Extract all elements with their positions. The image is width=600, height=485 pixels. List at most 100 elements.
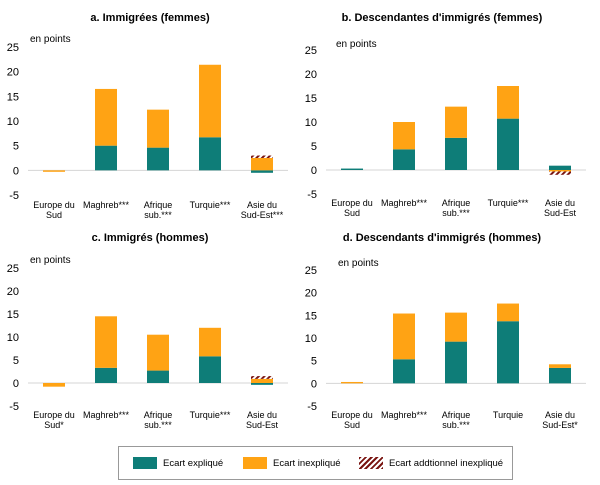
- bar-inexplique: [95, 316, 117, 368]
- y-tick-label: 20: [7, 67, 19, 79]
- legend-swatch-additionnel: [359, 457, 383, 469]
- y-tick-label: 0: [13, 165, 19, 177]
- bar-inexplique: [497, 303, 519, 322]
- bar-explique: [549, 367, 571, 384]
- bar-additionnel: [251, 155, 273, 158]
- bar-additionnel: [251, 376, 273, 379]
- y-tick-label: 25: [305, 265, 317, 277]
- bar-inexplique: [445, 106, 467, 138]
- chart-title: c. Immigrés (hommes): [92, 232, 209, 244]
- x-tick-label: Asie du Sud-Est: [246, 410, 279, 430]
- bar-explique: [341, 168, 363, 170]
- legend-label-inexplique: Ecart inexpliqué: [273, 457, 341, 469]
- y-tick-label: 25: [7, 42, 19, 54]
- y-tick-label: 20: [305, 69, 317, 81]
- bar-inexplique: [251, 378, 273, 383]
- y-tick-label: 15: [7, 91, 19, 103]
- legend: Ecart expliqué Ecart inexpliqué Ecart ad…: [118, 446, 513, 480]
- bar-explique: [393, 359, 415, 384]
- x-tick-label: Afrique sub.***: [442, 410, 471, 430]
- legend-item-additionnel: Ecart addtionnel inexpliqué: [359, 456, 503, 470]
- bar-inexplique: [549, 170, 571, 172]
- x-tick-label: Afrique sub.***: [442, 198, 471, 218]
- bar-explique: [393, 149, 415, 170]
- legend-label-explique: Ecart expliqué: [163, 457, 224, 469]
- y-tick-label: 15: [305, 310, 317, 322]
- bar-additionnel: [549, 171, 571, 175]
- chart-panel-2: c. Immigrés (hommes) en points -5 0 5 10 15 20 2…: [7, 232, 288, 430]
- x-tick-label: Maghreb***: [83, 200, 130, 210]
- y-axis-label: en points: [336, 39, 377, 50]
- x-tick-label: Europe du Sud: [331, 410, 373, 430]
- bar-inexplique: [445, 312, 467, 342]
- y-tick-label: 5: [311, 141, 317, 153]
- y-tick-label: 15: [305, 93, 317, 105]
- bar-inexplique: [147, 109, 169, 148]
- y-tick-label: 10: [305, 333, 317, 345]
- bar-explique: [95, 145, 117, 171]
- y-tick-label: 5: [13, 355, 19, 367]
- bar-explique: [147, 370, 169, 383]
- y-axis-label: en points: [30, 34, 71, 45]
- y-tick-label: 10: [305, 117, 317, 129]
- bar-explique: [147, 147, 169, 171]
- x-tick-label: Maghreb***: [381, 410, 428, 420]
- y-tick-label: 25: [305, 45, 317, 57]
- y-tick-label: 0: [311, 165, 317, 177]
- charts-canvas: a. Immigrées (femmes) en points -5 0 5 10 15 20…: [7, 12, 586, 430]
- bar-inexplique: [497, 86, 519, 119]
- y-tick-label: -5: [9, 190, 19, 202]
- x-tick-label: Turquie: [493, 410, 523, 420]
- bar-explique: [445, 137, 467, 170]
- y-tick-label: 20: [7, 286, 19, 298]
- bar-inexplique: [43, 383, 65, 387]
- x-tick-label: Afrique sub.***: [144, 200, 173, 220]
- y-axis-label: en points: [338, 258, 379, 269]
- x-tick-label: Europe du Sud: [331, 198, 373, 218]
- y-tick-label: 25: [7, 263, 19, 275]
- y-tick-label: -5: [9, 401, 19, 413]
- x-tick-label: Turquie***: [190, 200, 231, 210]
- bar-inexplique: [199, 327, 221, 357]
- chart-panel-1: b. Descendantes d'immigrés (femmes) en po…: [305, 12, 586, 218]
- chart-title: b. Descendantes d'immigrés (femmes): [342, 12, 543, 24]
- chart-panel-3: d. Descendants d'immigrés (hommes) en poi…: [305, 232, 586, 430]
- x-tick-label: Europe du Sud*: [33, 410, 75, 430]
- bar-inexplique: [147, 334, 169, 371]
- bar-inexplique: [95, 88, 117, 146]
- y-axis-label: en points: [30, 255, 71, 266]
- bar-inexplique: [251, 158, 273, 171]
- bar-explique: [497, 321, 519, 384]
- bar-inexplique: [199, 64, 221, 138]
- legend-swatch-explique: [133, 457, 157, 469]
- x-tick-label: Turquie***: [488, 198, 529, 208]
- y-tick-label: 10: [7, 116, 19, 128]
- chart-title: a. Immigrées (femmes): [90, 12, 210, 24]
- bar-explique: [445, 341, 467, 384]
- y-tick-label: 20: [305, 288, 317, 300]
- y-tick-label: 0: [13, 378, 19, 390]
- y-tick-label: 5: [13, 141, 19, 153]
- bar-explique: [95, 367, 117, 383]
- bar-explique: [251, 170, 273, 173]
- legend-swatch-inexplique: [243, 457, 267, 469]
- bar-inexplique: [341, 381, 363, 384]
- x-tick-label: Asie du Sud-Est: [544, 198, 577, 218]
- x-tick-label: Asie du Sud-Est***: [241, 200, 284, 220]
- chart-title: d. Descendants d'immigrés (hommes): [343, 232, 542, 244]
- x-tick-label: Europe du Sud: [33, 200, 75, 220]
- bar-inexplique: [43, 170, 65, 172]
- y-tick-label: 10: [7, 332, 19, 344]
- y-tick-label: 0: [311, 378, 317, 390]
- legend-label-additionnel: Ecart addtionnel inexpliqué: [389, 457, 504, 469]
- y-tick-label: 15: [7, 309, 19, 321]
- x-tick-label: Asie du Sud-Est*: [542, 410, 578, 430]
- bar-inexplique: [393, 313, 415, 360]
- chart-panel-0: a. Immigrées (femmes) en points -5 0 5 10 15 20…: [7, 12, 288, 220]
- legend-item-explique: Ecart expliqué: [133, 456, 223, 470]
- bar-inexplique: [393, 122, 415, 150]
- x-tick-label: Maghreb***: [83, 410, 130, 420]
- bar-explique: [497, 118, 519, 170]
- x-tick-label: Afrique sub.***: [144, 410, 173, 430]
- y-tick-label: 5: [311, 356, 317, 368]
